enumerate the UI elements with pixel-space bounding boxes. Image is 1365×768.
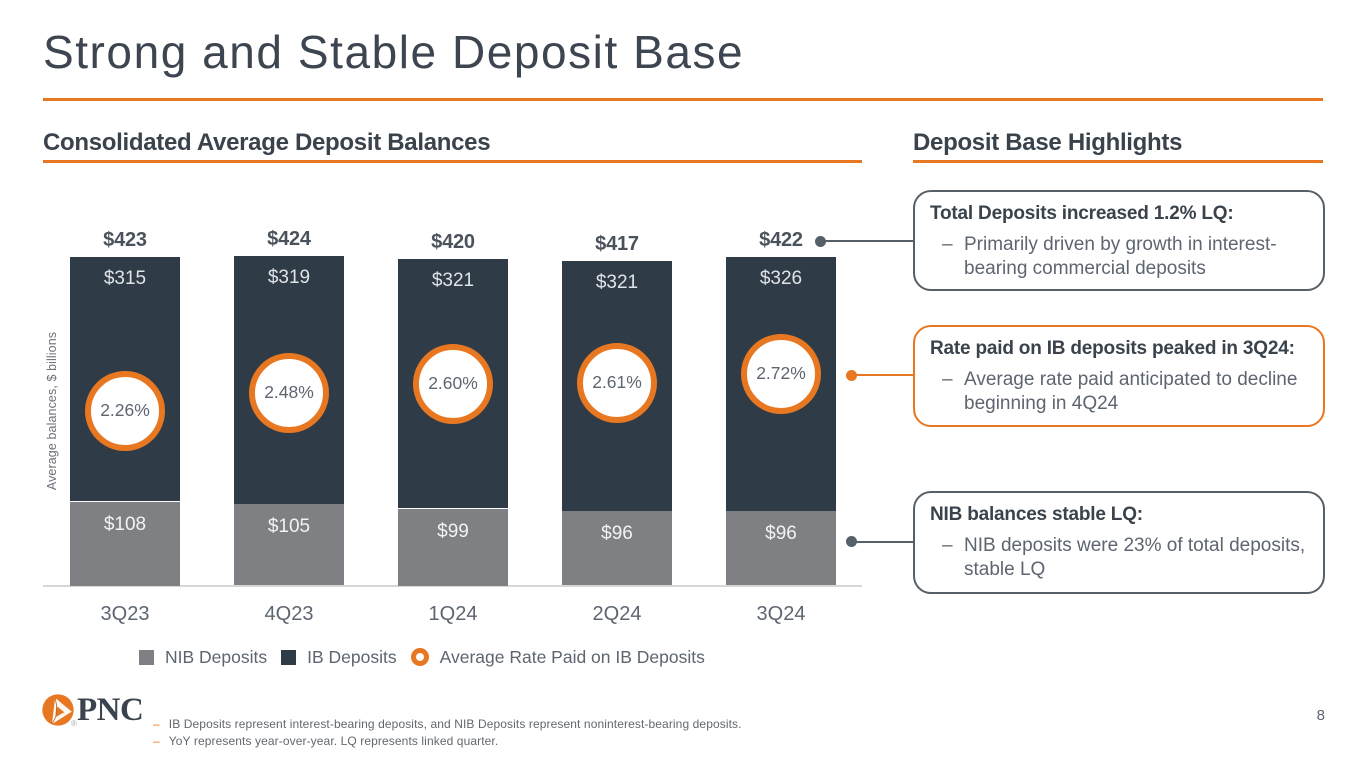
nib-segment-3Q24 — [726, 510, 836, 586]
callout-total-deposits: Total Deposits increased 1.2% LQ: – Prim… — [913, 190, 1325, 291]
footnote-text: IB Deposits represent interest-bearing d… — [168, 717, 742, 731]
footnote-dash: – — [153, 717, 160, 731]
ib-value-label-4Q23: $319 — [267, 266, 311, 288]
callout-1-connector-dot — [815, 236, 826, 247]
bullet-dash: – — [942, 369, 953, 390]
registered-trademark-symbol: ® — [71, 719, 77, 728]
chart-section-rule — [43, 160, 862, 163]
x-axis-label-3Q24: 3Q24 — [756, 603, 806, 625]
ib-value-label-2Q24: $321 — [595, 272, 639, 294]
ib-value-label-3Q23: $315 — [103, 267, 147, 289]
total-label-1Q24: $420 — [431, 230, 475, 253]
chart-legend: NIB Deposits IB Deposits Average Rate Pa… — [139, 646, 719, 668]
slide-title: Strong and Stable Deposit Base — [43, 26, 745, 78]
y-axis-label: Average balances, $ billions — [45, 331, 59, 491]
x-axis-label-4Q23: 4Q23 — [264, 603, 314, 625]
footnote-text: YoY represents year-over-year. LQ repres… — [168, 734, 499, 748]
pnc-logo-icon — [42, 694, 74, 726]
title-divider-rule — [43, 98, 1323, 101]
total-label-4Q23: $424 — [267, 227, 311, 250]
highlights-section-rule — [913, 160, 1323, 163]
nib-deposits-legend-swatch — [139, 649, 154, 665]
rate-marker-4Q23: 2.48% — [249, 353, 329, 434]
callout-2-connector-dot — [846, 370, 857, 381]
nib-deposits-legend-label: NIB Deposits — [165, 646, 268, 667]
nib-value-label-2Q24: $96 — [601, 522, 633, 544]
chart-section-heading: Consolidated Average Deposit Balances — [43, 129, 491, 156]
x-axis-label-2Q24: 2Q24 — [592, 603, 642, 625]
rate-marker-3Q23: 2.26% — [85, 370, 165, 451]
callout-title: Rate paid on IB deposits peaked in 3Q24: — [930, 338, 1295, 359]
nib-segment-3Q23 — [70, 501, 180, 586]
ib-deposits-legend-swatch — [281, 649, 297, 665]
nib-segment-1Q24 — [398, 508, 508, 586]
footnote-dash: – — [153, 734, 160, 748]
callout-3-connector-dot — [846, 536, 857, 547]
callout-2-connector-line — [851, 374, 913, 376]
nib-value-label-3Q24: $96 — [765, 522, 797, 544]
nib-value-label-4Q23: $105 — [267, 515, 311, 537]
callout-bullet-text: Average rate paid anticipated to decline… — [964, 369, 1298, 414]
pnc-logo-wordmark: PNC — [77, 692, 144, 728]
callout-nib-balances: NIB balances stable LQ: – NIB deposits w… — [913, 491, 1325, 594]
rate-value-label-1Q24: 2.60% — [428, 372, 478, 393]
footnote-line: – YoY represents year-over-year. LQ repr… — [153, 734, 498, 748]
rate-marker-2Q24: 2.61% — [577, 342, 657, 423]
page-number: 8 — [1316, 707, 1325, 724]
total-label-3Q23: $423 — [103, 228, 147, 251]
x-axis-baseline — [43, 585, 862, 587]
rate-marker-1Q24: 2.60% — [413, 343, 493, 424]
rate-value-label-2Q24: 2.61% — [592, 371, 642, 392]
rate-value-label-3Q23: 2.26% — [100, 399, 150, 420]
callout-title: Total Deposits increased 1.2% LQ: — [930, 203, 1234, 224]
ib-value-label-1Q24: $321 — [431, 269, 475, 291]
rate-legend-label: Average Rate Paid on IB Deposits — [439, 646, 705, 667]
callout-title: NIB balances stable LQ: — [930, 504, 1143, 525]
ib-deposits-legend-label: IB Deposits — [307, 646, 397, 667]
nib-segment-4Q23 — [234, 503, 344, 586]
nib-value-label-1Q24: $99 — [437, 520, 469, 542]
rate-value-label-4Q23: 2.48% — [264, 382, 314, 403]
nib-value-label-3Q23: $108 — [103, 513, 147, 535]
footnote-line: – IB Deposits represent interest-bearing… — [153, 717, 742, 731]
rate-marker-3Q24: 2.72% — [741, 334, 821, 415]
callout-1-connector-line — [821, 240, 913, 242]
x-axis-label-3Q23: 3Q23 — [100, 603, 150, 625]
callout-3-connector-line — [851, 541, 913, 543]
rate-legend-marker-icon — [410, 648, 429, 666]
callout-bullet-text: NIB deposits were 23% of total deposits,… — [964, 535, 1306, 580]
callout-bullet-text: Primarily driven by growth in interest-b… — [964, 234, 1277, 279]
total-label-2Q24: $417 — [595, 233, 639, 256]
callout-rate-paid: Rate paid on IB deposits peaked in 3Q24:… — [913, 325, 1325, 427]
x-axis-label-1Q24: 1Q24 — [428, 603, 478, 625]
nib-segment-2Q24 — [562, 510, 672, 586]
total-label-3Q24: $422 — [759, 229, 803, 252]
rate-value-label-3Q24: 2.72% — [756, 363, 806, 384]
ib-value-label-3Q24: $326 — [759, 268, 803, 290]
bullet-dash: – — [942, 535, 953, 556]
bullet-dash: – — [942, 234, 953, 255]
highlights-section-heading: Deposit Base Highlights — [913, 129, 1183, 156]
